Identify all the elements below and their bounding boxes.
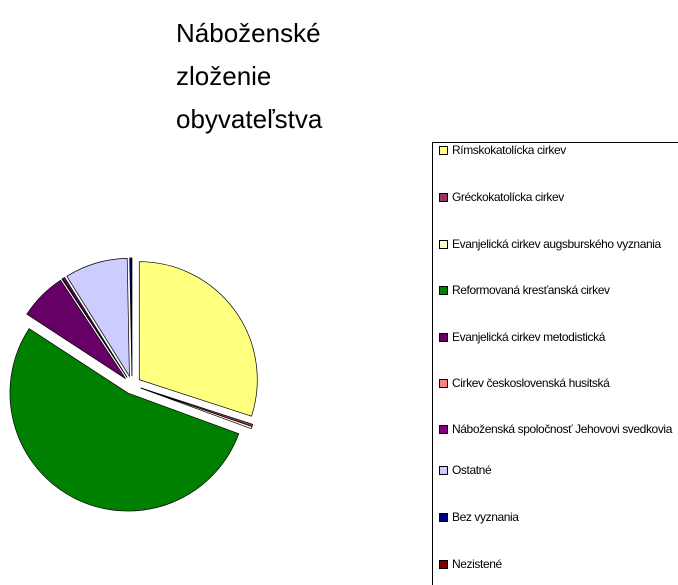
legend-item: Evanjelická cirkev augsburského vyznania (439, 237, 675, 252)
legend-item: Náboženská spoločnosť Jehovovi svedkovia (439, 422, 675, 437)
legend-label: Ostatné (452, 463, 492, 477)
legend-swatch (439, 333, 448, 342)
legend-item: Rímskokatolícka cirkev (439, 143, 675, 158)
legend-swatch (439, 513, 448, 522)
legend-swatch (439, 146, 448, 155)
legend-label: Náboženská spoločnosť Jehovovi svedkovia (452, 422, 672, 436)
legend-swatch (439, 466, 448, 475)
legend-swatch (439, 193, 448, 202)
legend-swatch (439, 425, 448, 434)
pie-slice (62, 276, 128, 378)
pie-slice (66, 258, 130, 378)
legend-item: Nezistené (439, 557, 675, 572)
legend-label: Rímskokatolícka cirkev (452, 143, 566, 157)
legend-swatch (439, 240, 448, 249)
legend-label: Bez vyznania (452, 510, 519, 524)
pie-slice (140, 387, 253, 430)
pie-area (9, 257, 258, 512)
legend-item: Bez vyznania (439, 510, 675, 525)
pie-slice (130, 257, 133, 377)
legend-label: Gréckokatolícka cirkev (452, 190, 564, 204)
legend-item: Reformovaná kresťanská cirkev (439, 283, 675, 298)
pie-slice (9, 328, 240, 512)
chart-title: Náboženské zloženie obyvateľstva (176, 18, 323, 134)
legend-item: Gréckokatolícka cirkev (439, 190, 675, 205)
legend-swatch (439, 286, 448, 295)
legend-label: Reformovaná kresťanská cirkev (452, 283, 610, 297)
legend-item: Evanjelická cirkev metodistická (439, 330, 675, 345)
pie-slice (138, 261, 258, 417)
legend-item: Cirkev československá husitská (439, 376, 675, 391)
legend-label: Cirkev československá husitská (452, 376, 610, 390)
pie-slice (26, 279, 126, 379)
legend-swatch (439, 560, 448, 569)
legend-label: Nezistené (452, 557, 502, 571)
legend-item: Ostatné (439, 463, 675, 478)
legend-label: Evanjelická cirkev metodistická (452, 330, 605, 344)
legend: Rímskokatolícka cirkev Gréckokatolícka ci… (432, 142, 678, 585)
legend-label: Evanjelická cirkev augsburského vyznania (452, 237, 661, 251)
legend-swatch (439, 379, 448, 388)
